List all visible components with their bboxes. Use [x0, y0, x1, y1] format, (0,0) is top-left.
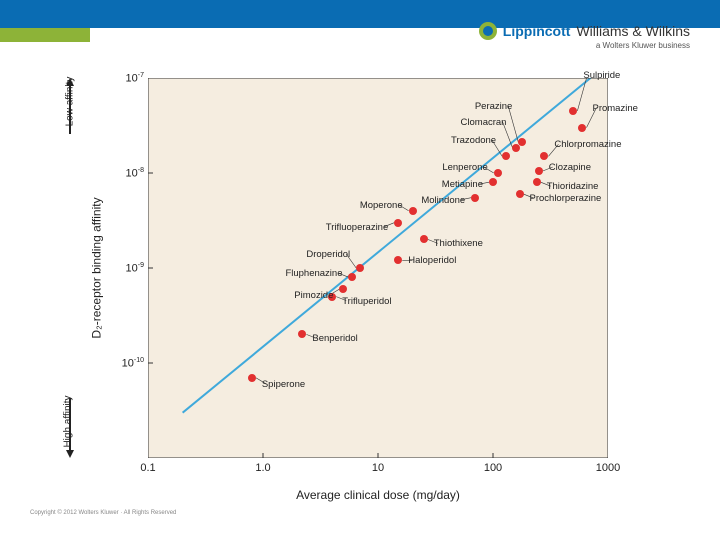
point-label: Thiothixene: [434, 238, 483, 249]
data-point: [578, 124, 586, 132]
affinity-arrows: Low affinity High affinity: [60, 78, 80, 458]
point-label: Trifluperidol: [342, 296, 391, 307]
logo-text-1: Lippincott: [503, 23, 571, 39]
point-label: Metiapine: [393, 179, 483, 190]
header-green-segment: [0, 28, 90, 42]
x-tick-label: 10: [372, 462, 384, 474]
arrow-line-down: [69, 398, 71, 450]
point-label: Fluphenazine: [252, 268, 342, 279]
data-point: [298, 330, 306, 338]
y-tick-label: 10-10: [104, 357, 144, 370]
point-label: Spiperone: [262, 379, 305, 390]
data-point: [502, 152, 510, 160]
data-point: [569, 107, 577, 115]
chart-svg: [148, 78, 608, 458]
point-label: Haloperidol: [408, 255, 456, 266]
data-point: [339, 285, 347, 293]
point-label: Benperidol: [312, 333, 357, 344]
x-tick-label: 100: [484, 462, 502, 474]
point-label: Promazine: [592, 103, 637, 114]
data-point: [356, 264, 364, 272]
data-point: [409, 207, 417, 215]
point-label: Prochlorperazine: [530, 193, 602, 204]
point-label: Droperidol: [260, 249, 350, 260]
point-label: Clomacran: [416, 117, 506, 128]
data-point: [348, 273, 356, 281]
y-tick-label: 10-9: [104, 262, 144, 275]
point-label: Pimozide: [243, 290, 333, 301]
data-point: [394, 219, 402, 227]
copyright-text: Copyright © 2012 Wolters Kluwer · All Ri…: [30, 510, 176, 516]
x-tick-label: 0.1: [140, 462, 155, 474]
data-point: [471, 194, 479, 202]
y-tick-label: 10-8: [104, 167, 144, 180]
data-point: [248, 374, 256, 382]
data-point: [489, 178, 497, 186]
point-label: Trifluoperazine: [298, 222, 388, 233]
data-point: [535, 167, 543, 175]
data-point: [494, 169, 502, 177]
x-tick-label: 1.0: [255, 462, 270, 474]
logo-subtext: a Wolters Kluwer business: [596, 41, 690, 50]
point-label: Lenperone: [398, 162, 488, 173]
data-point: [540, 152, 548, 160]
x-tick-label: 1000: [596, 462, 620, 474]
point-label: Thioridazine: [547, 181, 599, 192]
point-label: Sulpiride: [583, 70, 620, 81]
data-point: [394, 256, 402, 264]
y-tick-label: 10-7: [104, 72, 144, 85]
scatter-chart: [148, 78, 608, 458]
publisher-logo: Lippincott Williams & Wilkins a Wolters …: [479, 22, 690, 50]
data-point: [516, 190, 524, 198]
x-axis-label: Average clinical dose (mg/day): [148, 488, 608, 502]
point-label: Chlorpromazine: [554, 139, 621, 150]
arrow-down-icon: [66, 450, 74, 458]
low-affinity-label: Low affinity: [64, 77, 75, 127]
point-label: Clozapine: [549, 162, 591, 173]
logo-icon: [479, 22, 497, 40]
data-point: [533, 178, 541, 186]
point-label: Perazine: [422, 101, 512, 112]
point-label: Trazodone: [406, 135, 496, 146]
point-label: Molindone: [375, 195, 465, 206]
data-point: [420, 235, 428, 243]
logo-text-2: Williams & Wilkins: [576, 23, 690, 39]
data-point: [518, 138, 526, 146]
